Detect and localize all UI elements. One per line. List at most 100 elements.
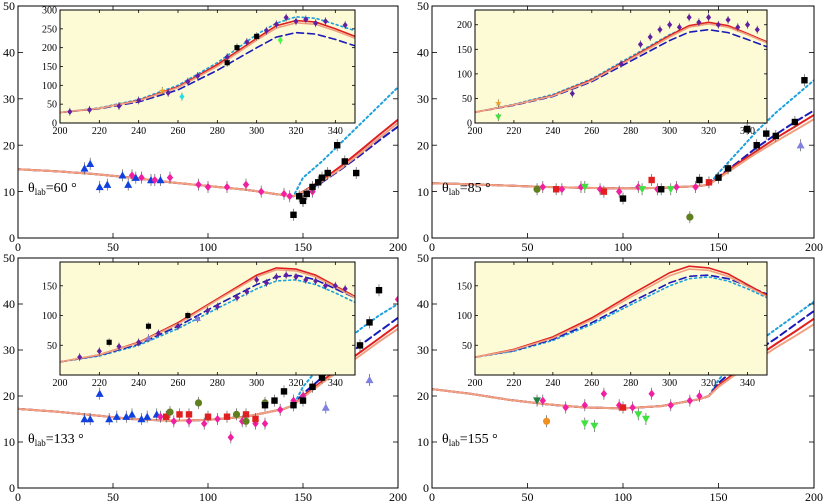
data-point-triangle-down <box>641 415 650 423</box>
inset-y-tick-label: 100 <box>457 311 472 322</box>
data-point-diamond <box>223 182 231 191</box>
inset-data-point-diamond <box>342 285 348 292</box>
data-point-triangle <box>105 415 114 423</box>
data-point-diamond <box>394 295 398 304</box>
inset-data-point-square <box>234 45 240 51</box>
inset-series-cyan-dotted <box>60 278 355 363</box>
inset-data-point-diamond <box>254 276 260 284</box>
inset-x-tick-label: 280 <box>623 126 638 137</box>
inset-data-point-diamond <box>77 353 83 361</box>
y-tick-label: 20 <box>3 138 15 152</box>
inset-y-tick-label: 200 <box>457 20 472 31</box>
data-point-square <box>309 383 316 390</box>
inset-data-point-diamond <box>283 14 289 21</box>
inset-series-salmon-solid <box>475 268 767 358</box>
data-point-diamond <box>185 417 193 426</box>
data-point-triangle <box>365 375 374 384</box>
data-point-square <box>318 374 326 381</box>
x-tick-label: 100 <box>199 240 217 254</box>
inset-data-point-diamond <box>136 339 142 346</box>
inset-plot: 200 220 240 260 280 300 320 340 50 100 150 <box>42 261 356 389</box>
data-point-square <box>303 190 310 198</box>
inset-data-point-diamond <box>175 323 181 330</box>
x-tick-label: 200 <box>805 240 823 254</box>
data-point-diamond <box>170 417 177 426</box>
inset-x-tick-label: 220 <box>506 126 521 137</box>
inset-y-tick-label: 50 <box>462 341 472 352</box>
angle-symbol: θ <box>28 181 35 196</box>
data-point-triangle <box>86 415 95 423</box>
data-point-triangle <box>131 173 140 181</box>
y-tick-label: 30 <box>417 92 429 106</box>
inset-series-blue-dashed <box>475 274 767 358</box>
data-point-circle <box>533 185 541 193</box>
inset-x-tick-label: 280 <box>210 378 225 389</box>
inset-data-point-star <box>158 87 166 94</box>
data-point-triangle <box>156 176 165 184</box>
data-point-diamond <box>696 392 703 400</box>
inset-data-point-diamond <box>715 21 721 28</box>
inset-plot: 200 220 240 260 280 300 320 340 0 50 100 150 200 <box>457 9 768 137</box>
data-point-square <box>356 342 364 349</box>
inset-data-point-diamond <box>283 271 289 279</box>
data-point-diamond <box>539 396 546 405</box>
x-tick-label: 100 <box>614 240 632 254</box>
inset-data-point-diamond <box>96 348 102 355</box>
data-point-square <box>271 397 278 404</box>
angle-symbol: θ <box>442 181 449 196</box>
angle-subscript: lab <box>35 438 46 448</box>
data-point-triangle <box>95 182 104 191</box>
inset-frame <box>474 261 768 376</box>
inset-plot-area <box>475 13 767 122</box>
data-point-square <box>724 165 732 172</box>
inset-x-tick-label: 280 <box>623 378 638 389</box>
plot-area <box>432 300 814 432</box>
inset-data-point-diamond <box>185 78 191 85</box>
data-point-diamond <box>539 182 546 191</box>
data-point-square <box>324 169 331 177</box>
inset-data-point-diamond <box>204 307 211 314</box>
inset-plot-area <box>60 267 355 363</box>
inset-data-point-triangle <box>145 334 152 341</box>
data-point-diamond <box>214 415 221 423</box>
data-point-triangle <box>122 412 131 420</box>
inset-data-point-diamond <box>224 53 230 61</box>
angle-label: θlab=133 ° <box>28 432 84 448</box>
inset-data-point-square <box>106 339 112 345</box>
y-tick-label: 50 <box>3 251 15 265</box>
inset-data-point-diamond <box>637 41 644 48</box>
inset-data-point-diamond <box>116 102 122 110</box>
y-tick-label: 10 <box>3 185 15 199</box>
y-tick-label: 20 <box>417 138 429 152</box>
inset-x-tick-label: 240 <box>131 378 146 389</box>
inset-data-point-diamond <box>342 21 348 29</box>
inset-x-tick-label: 200 <box>53 126 68 137</box>
y-tick-label: 20 <box>417 389 429 403</box>
inset-data-point-diamond <box>116 343 122 350</box>
data-point-square <box>763 130 770 137</box>
data-point-diamond <box>577 182 585 191</box>
inset-data-point-diamond <box>313 277 319 285</box>
inset-data-point-diamond <box>667 21 673 28</box>
x-tick-label: 100 <box>199 490 217 501</box>
y-tick-label: 40 <box>417 297 429 311</box>
inset-data-point-diamond <box>155 330 161 337</box>
inset-y-tick-label: 200 <box>42 43 57 54</box>
inset-data-point-diamond <box>754 26 760 33</box>
inset-x-tick-label: 340 <box>328 378 343 389</box>
inset-y-tick-label: 50 <box>47 341 57 352</box>
data-point-diamond <box>227 433 234 442</box>
x-tick-label: 50 <box>107 490 119 501</box>
angle-value: =85 ° <box>460 181 491 196</box>
angle-symbol: θ <box>442 432 449 447</box>
data-point-square <box>791 118 799 126</box>
angle-subscript: lab <box>449 187 460 197</box>
inset-plot-area <box>475 265 767 358</box>
data-point-circle <box>242 417 250 425</box>
data-point-circle <box>166 408 174 416</box>
data-point-circle <box>543 417 551 425</box>
inset-frame <box>59 261 356 376</box>
inset-y-tick-label: 100 <box>42 311 57 322</box>
inset-data-point-diamond <box>67 108 73 115</box>
